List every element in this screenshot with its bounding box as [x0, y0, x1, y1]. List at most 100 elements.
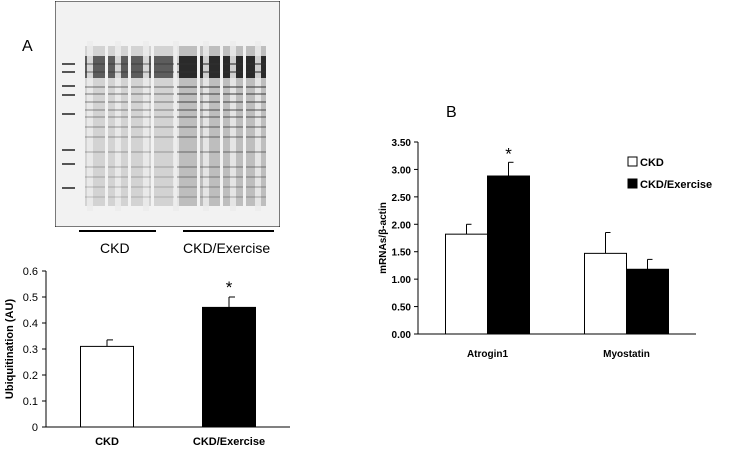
blot-band — [85, 63, 105, 65]
blot-band — [85, 126, 105, 128]
bar-ckd — [80, 345, 134, 428]
blot-band — [223, 101, 243, 103]
blot-band — [223, 86, 243, 88]
blot-band — [177, 63, 197, 65]
ubiquitination-chart: 0 0.1 0.2 0.3 0.4 0.5 0.6 Ubiquitination (AU) CK… — [4, 266, 290, 448]
y-tick-label: 1.00 — [392, 275, 412, 286]
blot-band — [223, 116, 243, 118]
blot-band — [85, 101, 105, 103]
blot-band — [108, 93, 128, 95]
blot-band — [85, 176, 105, 178]
y-tick-label: 3.50 — [392, 138, 412, 149]
mrna-chart: 0.00 0.50 1.00 1.50 2.00 2.50 3.00 3.50 mRNAs/β-… — [378, 138, 712, 360]
blot-band — [223, 71, 243, 73]
blot-band — [200, 101, 220, 103]
blot-band — [200, 86, 220, 88]
ladder-band — [62, 163, 75, 165]
blot-band — [108, 109, 128, 111]
blot-band — [246, 186, 266, 188]
y-tick-label: 0.4 — [23, 318, 38, 330]
blot-band — [200, 126, 220, 128]
blot-band — [85, 136, 105, 138]
blot-gap — [143, 41, 149, 211]
blot-band — [154, 63, 174, 65]
blot-band — [131, 71, 151, 73]
blot-band — [108, 86, 128, 88]
blot-band — [154, 126, 174, 128]
blot-band — [85, 186, 105, 188]
blot-band — [246, 136, 266, 138]
blot-band — [108, 126, 128, 128]
y-tick-label: 2.00 — [392, 220, 412, 231]
blot-band — [200, 151, 220, 153]
legend-swatch — [627, 178, 638, 189]
blot-band — [154, 86, 174, 88]
bar-atrogin1-0 — [445, 233, 488, 335]
blot-band — [131, 63, 151, 65]
blot-band — [223, 63, 243, 65]
blot-band — [200, 166, 220, 168]
blot-band — [246, 176, 266, 178]
blot-band — [246, 63, 266, 65]
blot-band — [223, 166, 243, 168]
blot-band — [131, 176, 151, 178]
blot-band — [154, 116, 174, 118]
blot-band — [154, 176, 174, 178]
blot-band — [85, 71, 105, 73]
blot-band — [154, 166, 174, 168]
ladder-band — [62, 113, 75, 115]
blot-band — [108, 196, 128, 198]
legend-label: CKD — [640, 157, 664, 169]
blot-band — [177, 116, 197, 118]
blot-band — [200, 196, 220, 198]
blot-band — [131, 186, 151, 188]
blot-band — [108, 151, 128, 153]
blot-gap — [115, 41, 121, 211]
y-axis-label: mRNAs/β-actin — [378, 202, 389, 274]
y-tick-label: 0.6 — [23, 266, 38, 278]
blot-band — [246, 151, 266, 153]
blot-band — [200, 63, 220, 65]
blot-band — [154, 196, 174, 198]
significance-marker: * — [226, 278, 233, 297]
blot-label-ckd: CKD — [100, 240, 130, 256]
ladder-band — [62, 187, 75, 189]
blot-lane — [154, 46, 174, 206]
blot-band — [246, 109, 266, 111]
x-tick-label: Atrogin1 — [467, 349, 509, 360]
blot-band — [223, 196, 243, 198]
blot-gap — [173, 41, 179, 211]
blot-band — [223, 151, 243, 153]
blot-band — [131, 93, 151, 95]
blot-band — [223, 186, 243, 188]
blot-band — [154, 186, 174, 188]
blot-band — [154, 151, 174, 153]
blot-band — [85, 116, 105, 118]
blot-gap — [255, 41, 261, 211]
blot-band — [246, 166, 266, 168]
blot-band — [131, 116, 151, 118]
blot-band — [108, 136, 128, 138]
blot-band — [85, 86, 105, 88]
blot-band — [246, 93, 266, 95]
panel-a-letter: A — [22, 38, 33, 55]
blot-band — [223, 93, 243, 95]
ladder-band — [62, 63, 75, 65]
blot-band — [154, 71, 174, 73]
blot-band — [177, 126, 197, 128]
blot-band — [85, 109, 105, 111]
ckd-group-line — [79, 230, 156, 232]
y-tick-label: 3.00 — [392, 165, 412, 176]
ladder-band — [62, 149, 75, 151]
bar-ckd-exercise — [202, 306, 256, 428]
blot-band — [108, 71, 128, 73]
blot-band — [108, 186, 128, 188]
y-axis-label: Ubiquitination (AU) — [4, 299, 16, 400]
blot-band — [223, 126, 243, 128]
blot-band — [200, 109, 220, 111]
blot-band — [177, 71, 197, 73]
bar-atrogin1-1 — [487, 175, 530, 335]
blot-band — [246, 101, 266, 103]
blot-band — [108, 101, 128, 103]
blot-band — [108, 166, 128, 168]
